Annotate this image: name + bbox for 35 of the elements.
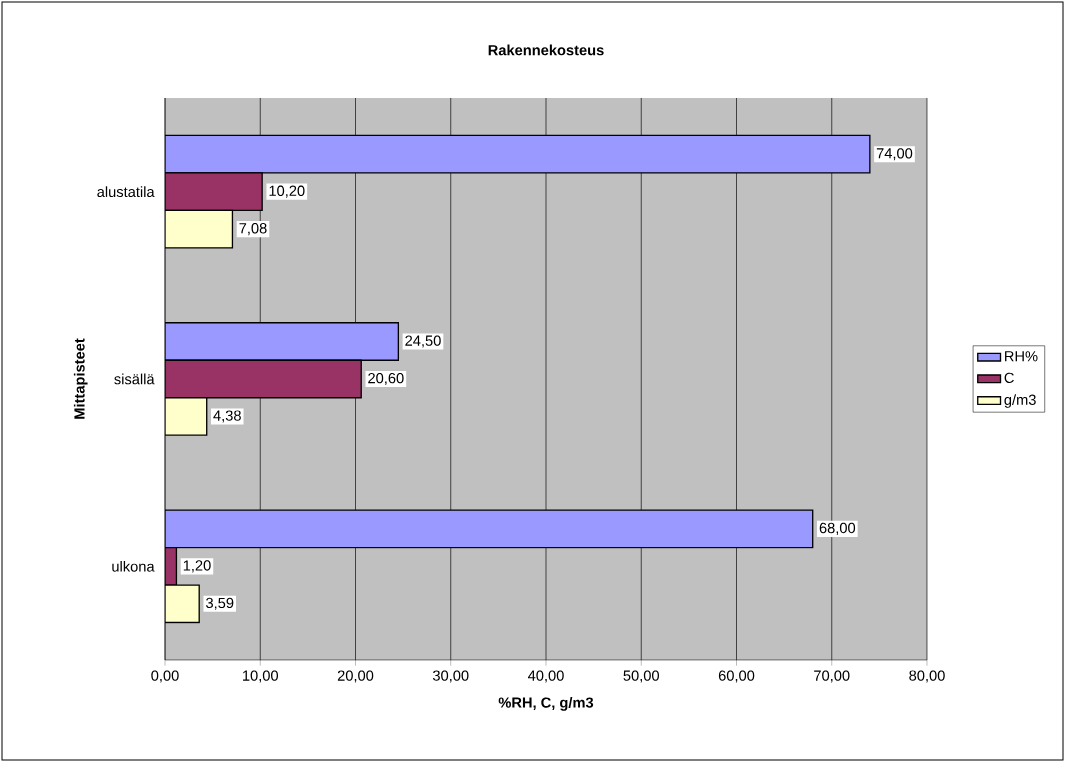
x-axis-title: %RH, C, g/m3 [498,697,594,711]
y-axis-title: Mittapisteet [73,338,88,419]
legend-label: C [1004,372,1014,384]
legend-label: RH% [1005,351,1038,362]
data-label: 3,59 [206,597,234,610]
data-label: 7,08 [239,223,267,236]
data-label: 74,00 [876,148,913,161]
x-tick-label: 80,00 [909,670,945,683]
data-label: 10,20 [269,185,305,198]
legend-label: g/m3 [1004,394,1036,408]
data-label: 4,38 [213,410,241,423]
x-tick-label: 10,00 [243,670,279,683]
x-tick-label: 50,00 [623,670,660,683]
y-tick-label: sisällä [114,373,155,385]
bar [165,209,234,249]
data-label: 68,00 [819,522,856,535]
data-label: 1,20 [183,560,211,573]
x-tick-label: 30,00 [432,670,469,683]
bar [165,397,208,436]
chart-title: Rakennekosteus [488,44,604,56]
x-tick-label: 40,00 [527,670,564,683]
bar [165,322,400,361]
x-tick-label: 0,00 [151,670,179,683]
bar [165,134,871,174]
y-tick-label: alustatila [97,186,155,198]
x-tick-label: 60,00 [718,670,755,683]
bar [165,172,263,212]
bar [165,359,362,399]
x-tick-label: 20,00 [337,670,374,683]
y-tick-label: ulkona [112,560,155,572]
x-tick-label: 70,00 [814,670,850,683]
data-label: 24,50 [405,335,441,348]
bar [165,509,814,549]
data-label: 20,60 [368,372,404,386]
bar [165,584,200,624]
